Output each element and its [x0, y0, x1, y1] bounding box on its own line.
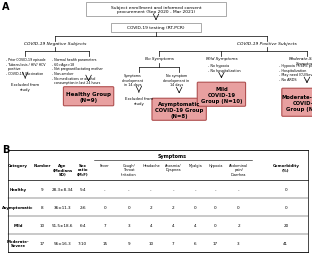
Text: Age
(Medians
SD): Age (Medians SD)	[52, 163, 72, 176]
Text: Symptoms
development
in 14 days: Symptoms development in 14 days	[122, 74, 144, 87]
Text: 20: 20	[283, 223, 289, 227]
FancyBboxPatch shape	[152, 99, 206, 121]
Text: 28.3±8.34: 28.3±8.34	[51, 187, 73, 191]
Text: Anosmia/
Dyspnea: Anosmia/ Dyspnea	[165, 163, 181, 172]
Text: - No hypoxia
- No hospitalization: - No hypoxia - No hospitalization	[208, 64, 241, 72]
Text: Excluded from
study: Excluded from study	[125, 97, 153, 105]
FancyBboxPatch shape	[197, 83, 246, 107]
Text: COVID-19 testing (RT-PCR): COVID-19 testing (RT-PCR)	[127, 26, 185, 30]
Text: 7: 7	[103, 223, 106, 227]
Text: Asymptomatic: Asymptomatic	[2, 205, 34, 209]
Text: -: -	[150, 187, 152, 191]
Text: Moderate-Severe
COVID-19
Group (N=17): Moderate-Severe COVID-19 Group (N=17)	[281, 94, 312, 111]
Text: Moderate-Severe
Symptoms: Moderate-Severe Symptoms	[289, 57, 312, 66]
FancyBboxPatch shape	[85, 3, 227, 17]
Text: Healthy: Healthy	[10, 187, 27, 191]
Text: 7:10: 7:10	[78, 241, 87, 245]
Text: 6:4: 6:4	[79, 223, 86, 227]
Text: 2: 2	[237, 223, 240, 227]
Text: Moderate-
Severe: Moderate- Severe	[7, 239, 29, 247]
Text: Myalgia: Myalgia	[188, 163, 202, 167]
Text: - Normal health parameters
- 60>Age>18
- Not pregnant/lactating mother
- Non-smo: - Normal health parameters - 60>Age>18 -…	[52, 58, 103, 85]
Text: -: -	[128, 187, 129, 191]
Text: 0: 0	[285, 187, 287, 191]
Text: 0: 0	[194, 205, 197, 209]
Text: 0: 0	[237, 205, 240, 209]
Text: Headache: Headache	[142, 163, 160, 167]
Text: 41: 41	[283, 241, 288, 245]
Text: 4: 4	[172, 223, 174, 227]
Text: 9: 9	[41, 187, 44, 191]
FancyBboxPatch shape	[282, 89, 312, 117]
Text: 0: 0	[214, 223, 217, 227]
Text: 56±16.3: 56±16.3	[54, 241, 71, 245]
Text: 5:4: 5:4	[79, 187, 86, 191]
Text: Category: Category	[8, 163, 28, 167]
Text: COVID-19 Positive Subjects: COVID-19 Positive Subjects	[237, 42, 297, 46]
Text: 0: 0	[128, 205, 130, 209]
Text: 3: 3	[128, 223, 130, 227]
Text: Cough/
Throat
Irritation: Cough/ Throat Irritation	[121, 163, 137, 176]
Text: Symptoms: Symptoms	[158, 154, 187, 159]
Text: Sex
ratio
(M:F): Sex ratio (M:F)	[77, 163, 88, 176]
Text: Mild
COVID-19
Group (N=10): Mild COVID-19 Group (N=10)	[201, 87, 242, 103]
Text: 2: 2	[150, 205, 152, 209]
Text: 0: 0	[214, 205, 217, 209]
Text: 2:6: 2:6	[79, 205, 86, 209]
Text: -: -	[172, 187, 174, 191]
Text: 17: 17	[213, 241, 218, 245]
Text: Mild: Mild	[13, 223, 23, 227]
Text: 4: 4	[150, 223, 152, 227]
Text: -: -	[215, 187, 216, 191]
Text: 7: 7	[172, 241, 174, 245]
Text: 9: 9	[128, 241, 130, 245]
Text: No symptom
development in
14 days: No symptom development in 14 days	[163, 74, 189, 87]
Text: 4: 4	[194, 223, 197, 227]
Text: COVID-19 Negative Subjects: COVID-19 Negative Subjects	[24, 42, 86, 46]
Text: Abdominal
pain/
Diarrhea: Abdominal pain/ Diarrhea	[229, 163, 248, 176]
Text: - Hypoxia (<94% pO2)
- Hospitalization
- May need ICU/Severe
- No ARDS: - Hypoxia (<94% pO2) - Hospitalization -…	[279, 64, 312, 82]
Text: Subject enrollment and informed consent
procurement (Sep 2020 - Mar 2021): Subject enrollment and informed consent …	[111, 6, 201, 14]
Text: 0: 0	[285, 205, 287, 209]
Text: -: -	[194, 187, 196, 191]
Text: 2: 2	[172, 205, 174, 209]
Text: Number: Number	[33, 163, 51, 167]
FancyBboxPatch shape	[111, 23, 201, 33]
Text: -: -	[238, 187, 239, 191]
Text: 6: 6	[194, 241, 197, 245]
Text: 15: 15	[102, 241, 107, 245]
Text: 10: 10	[149, 241, 154, 245]
FancyBboxPatch shape	[63, 87, 114, 106]
Text: Mild Symptoms: Mild Symptoms	[206, 57, 237, 61]
Text: Fever: Fever	[100, 163, 110, 167]
Text: 51.5±18.6: 51.5±18.6	[52, 223, 73, 227]
Text: Excluded from
study: Excluded from study	[11, 83, 39, 91]
Text: A: A	[2, 2, 9, 12]
Text: 8: 8	[41, 205, 44, 209]
Text: No Symptoms: No Symptoms	[144, 57, 173, 61]
Text: B: B	[2, 144, 9, 154]
Text: 36±11.3: 36±11.3	[54, 205, 71, 209]
Text: Comorbidity
(%): Comorbidity (%)	[272, 163, 299, 172]
Text: 0: 0	[103, 205, 106, 209]
Text: 10: 10	[40, 223, 45, 227]
Text: 17: 17	[40, 241, 45, 245]
Text: Hypoxia: Hypoxia	[208, 163, 222, 167]
Text: -: -	[104, 187, 105, 191]
Text: Healthy Group
(N=9): Healthy Group (N=9)	[66, 91, 111, 102]
Text: 3: 3	[237, 241, 240, 245]
Text: - Prior COVID-19 episode
- Tuberculosis / HIV/ HCV
  positive
- COVID-19 Vaccina: - Prior COVID-19 episode - Tuberculosis …	[6, 58, 46, 76]
Text: Asymptomatic
COVID-19 Group
(N=8): Asymptomatic COVID-19 Group (N=8)	[155, 102, 203, 118]
